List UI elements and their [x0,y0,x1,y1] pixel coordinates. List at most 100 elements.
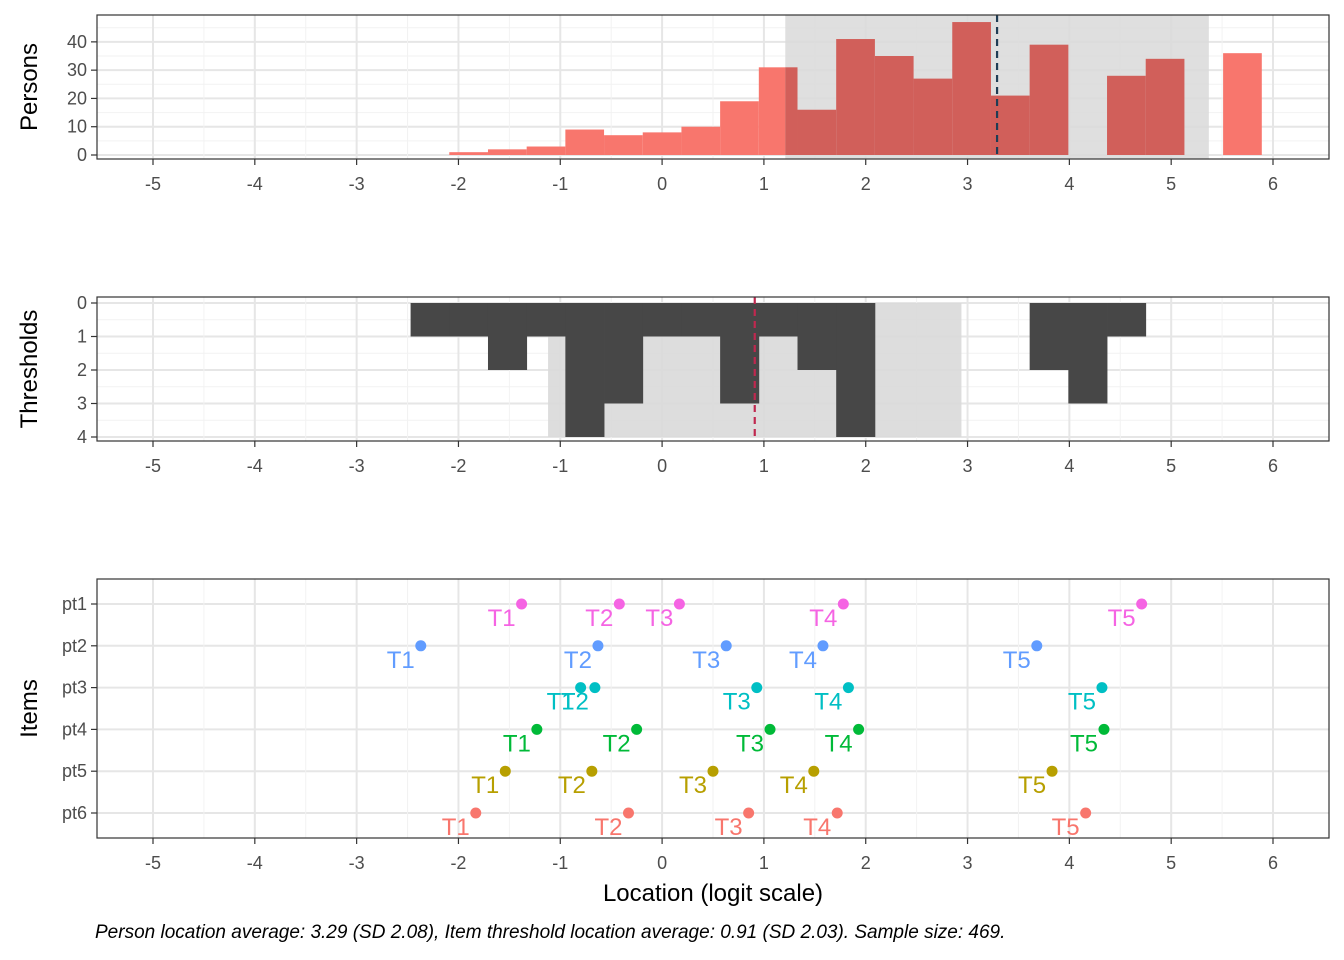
threshold-point [831,807,843,819]
threshold-point-label: T4 [814,689,842,716]
y-tick-label: 2 [77,360,87,380]
threshold-point-label: T3 [692,647,720,674]
threshold-point [817,640,829,652]
x-tick-label: 3 [963,456,973,476]
threshold-bar [526,303,566,337]
threshold-point-label: T2 [585,605,613,632]
threshold-point [592,640,604,652]
threshold-point [631,723,643,735]
x-tick-label: 5 [1166,174,1176,194]
x-tick-label: -4 [247,174,263,194]
threshold-point-label: T4 [809,605,837,632]
threshold-point-label: T4 [825,730,853,757]
threshold-bar [797,303,837,370]
x-tick-label: 6 [1268,456,1278,476]
threshold-point-label: T1 [387,647,415,674]
threshold-point [707,765,719,777]
x-tick-label: 1 [759,853,769,873]
x-tick-label: -3 [349,174,365,194]
x-tick-label: -3 [349,456,365,476]
person-bar [720,101,759,155]
thresholds-panel: 0 1 2 3 4 -5 -4 -3 -2 -1 0 1 2 3 4 5 6 Thresholds [16,293,1330,476]
panel-border [96,14,1330,160]
x-tick-label: 1 [759,174,769,194]
threshold-point [1098,723,1110,735]
y-tick-label: 0 [77,293,87,313]
x-tick-label: -5 [145,456,161,476]
threshold-point-label: T5 [1003,647,1031,674]
threshold-point [470,807,482,819]
threshold-point [516,598,528,610]
person-bar-shaded [1029,44,1069,155]
person-bar-shaded [1145,58,1185,156]
y-axis-title: Thresholds [16,310,43,429]
threshold-point-label: T5 [1070,730,1098,757]
x-tick-label: 4 [1064,853,1074,873]
threshold-point-label: T1 [442,814,470,841]
y-tick-label: 20 [67,88,87,108]
threshold-point-label: T5 [1108,605,1136,632]
threshold-point [673,598,685,610]
y-tick-label: 30 [67,60,87,80]
threshold-bar [410,303,450,337]
x-tick-label: -3 [349,853,365,873]
caption: Person location average: 3.29 (SD 2.08),… [95,922,1006,943]
person-bar-shaded [797,109,837,155]
person-bar-shaded [913,78,953,155]
x-tick-label: 2 [861,456,871,476]
x-tick-label: -2 [450,456,466,476]
y-tick-label: pt3 [62,678,87,698]
threshold-point-label: T2 [594,814,622,841]
threshold-bar [604,303,644,404]
threshold-point [853,723,865,735]
threshold-bar [758,303,798,337]
threshold-bar [449,303,489,337]
threshold-point-label: T3 [715,814,743,841]
threshold-bar [836,303,876,437]
x-tick-label: 6 [1268,853,1278,873]
threshold-point [808,765,820,777]
x-tick-label: 2 [861,174,871,194]
threshold-point-label: T1 [503,730,531,757]
threshold-point [589,682,601,694]
threshold-point [837,598,849,610]
y-tick-label: 1 [77,327,87,347]
x-tick-label: -5 [145,174,161,194]
threshold-point [1136,598,1148,610]
x-tick-label: -5 [145,853,161,873]
threshold-point [1046,765,1058,777]
x-tick-label: -4 [247,456,263,476]
threshold-point [622,807,634,819]
y-tick-label: 4 [77,427,87,447]
threshold-bar [1107,303,1147,337]
threshold-bar [565,303,605,437]
threshold-point-label: T2 [603,730,631,757]
x-tick-label: -4 [247,853,263,873]
person-bar [1223,53,1262,155]
person-bar-shaded [785,67,798,155]
x-tick-label: 5 [1166,456,1176,476]
threshold-bar [720,303,760,404]
y-tick-label: pt1 [62,594,87,614]
x-tick-label: 0 [657,174,667,194]
person-bar [526,146,566,155]
threshold-point [415,640,427,652]
threshold-point [1080,807,1092,819]
threshold-point [499,765,511,777]
x-axis-title: Location (logit scale) [603,880,823,907]
x-tick-label: -1 [552,174,568,194]
x-tick-label: 2 [861,853,871,873]
threshold-point-label: T4 [803,814,831,841]
y-axis-title: Items [16,679,43,738]
threshold-point-label: T3 [645,605,673,632]
threshold-point-label: T3 [736,730,764,757]
person-bar-shaded [1107,75,1146,155]
x-tick-label: 4 [1064,174,1074,194]
y-tick-label: pt6 [62,803,87,823]
y-tick-label: 0 [77,145,87,165]
threshold-point-label: T5 [1068,689,1096,716]
threshold-bar [642,303,682,337]
threshold-point-label: T1 [547,689,575,716]
